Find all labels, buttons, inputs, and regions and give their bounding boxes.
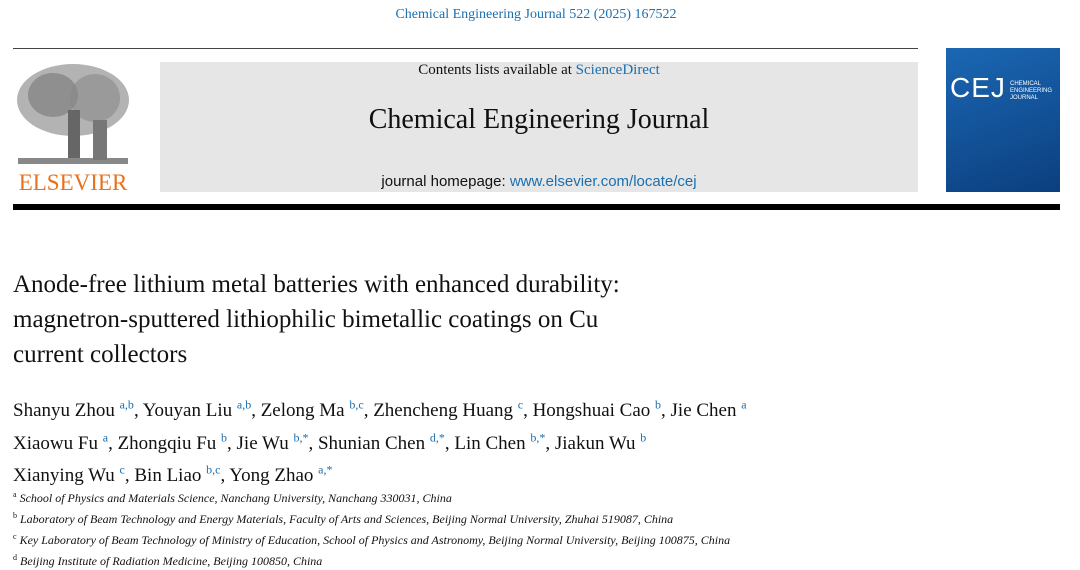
article-title: Anode-free lithium metal batteries with … [13,267,620,372]
author-name[interactable]: Bin Liao [134,464,202,486]
author: Jie Chen a [670,398,747,422]
affiliation-mark: d [13,553,17,562]
author-affiliation-mark[interactable]: b [655,398,662,412]
author-name[interactable]: Zhongqiu Fu [117,432,217,454]
author: Lin Chen b,* [454,430,550,454]
author-name[interactable]: Zelong Ma [260,400,345,422]
author-name[interactable]: Jiakun Wu [554,432,636,454]
author: Yong Zhao a,* [229,462,333,486]
header-bar [13,204,1060,210]
author-affiliation-mark[interactable]: a,* [318,462,333,477]
author-affiliation-mark[interactable]: a,b [119,398,134,412]
author-name[interactable]: Shunian Chen [317,432,426,454]
author: Xiaowu Fu a [13,430,113,454]
author-name[interactable]: Yong Zhao [229,464,314,486]
author-affiliation-mark[interactable]: a [741,398,747,412]
author-name[interactable]: Xiaowu Fu [13,432,98,454]
author-name[interactable]: Jie Chen [670,400,737,422]
publisher-name: ELSEVIER [18,170,128,195]
affiliation: b Laboratory of Beam Technology and Ener… [13,507,730,528]
author: Zhencheng Huang c [373,398,528,422]
journal-cover[interactable]: CEJ CHEMICAL ENGINEERING JOURNAL [946,48,1060,192]
title-line: Anode-free lithium metal batteries with … [13,271,620,298]
author-affiliation-mark[interactable]: c [119,462,125,477]
author-name[interactable]: Xianying Wu [13,464,115,486]
publisher-logo-tree [17,64,129,164]
author-name[interactable]: Youyan Liu [142,400,233,422]
affiliation-text: Beijing Institute of Radiation Medicine,… [20,554,323,568]
author: Jiakun Wu b [554,430,647,454]
author-name[interactable]: Zhencheng Huang [373,400,513,422]
affiliation: c Key Laboratory of Beam Technology of M… [13,528,730,549]
author-list: Shanyu Zhou a,b Youyan Liu a,b Zelong Ma… [13,392,747,489]
affiliation-mark: c [13,532,17,541]
affiliations: a School of Physics and Materials Scienc… [13,486,730,570]
title-line: current collectors [13,341,188,368]
author-line: Xiaowu Fu a Zhongqiu Fu b Jie Wu b,* Shu… [13,424,747,456]
author-line: Shanyu Zhou a,b Youyan Liu a,b Zelong Ma… [13,392,747,424]
author-affiliation-mark[interactable]: d,* [429,430,445,445]
journal-banner: Contents lists available at ScienceDirec… [160,62,918,192]
title-line: magnetron-sputtered lithiophilic bimetal… [13,306,599,333]
author-name[interactable]: Shanyu Zhou [13,400,115,422]
affiliation-text: School of Physics and Materials Science,… [19,491,452,505]
citation[interactable]: Chemical Engineering Journal 522 (2025) … [395,7,677,22]
homepage-line: journal homepage: www.elsevier.com/locat… [160,173,918,190]
author: Shunian Chen d,* [317,430,450,454]
author: Xianying Wu c [13,462,130,486]
cover-abbrev: CEJ [950,72,1006,103]
author-name[interactable]: Lin Chen [454,432,526,454]
author-name[interactable]: Jie Wu [236,432,289,454]
author-affiliation-mark[interactable]: c [517,398,524,412]
author: Jie Wu b,* [236,430,314,454]
author-name[interactable]: Hongshuai Cao [532,400,651,422]
author-affiliation-mark[interactable]: b,* [530,430,546,445]
affiliation-text: Laboratory of Beam Technology and Energy… [20,512,674,526]
contents-prefix: Contents lists available at [418,62,572,78]
homepage-prefix: journal homepage: [381,173,506,190]
author: Zhongqiu Fu b [117,430,232,454]
homepage-link[interactable]: www.elsevier.com/locate/cej [509,173,697,190]
author-affiliation-mark[interactable]: b,c [206,462,221,477]
affiliation-mark: b [13,511,17,520]
author: Zelong Ma b,c [260,398,369,422]
author-affiliation-mark[interactable]: a [102,430,109,445]
author: Shanyu Zhou a,b [13,398,139,422]
affiliation-mark: a [13,490,17,499]
affiliation: a School of Physics and Materials Scienc… [13,486,730,507]
author-affiliation-mark[interactable]: b [221,430,228,445]
author-affiliation-mark[interactable]: b [640,430,647,445]
cover-title: CHEMICAL ENGINEERING JOURNAL [1010,81,1053,101]
sciencedirect-link[interactable]: ScienceDirect [575,62,660,78]
author-affiliation-mark[interactable]: b,c [349,398,364,412]
author: Bin Liao b,c [134,462,225,486]
author-line: Xianying Wu c Bin Liao b,c Yong Zhao a,* [13,457,747,489]
author: Hongshuai Cao b [532,398,666,422]
author: Youyan Liu a,b [142,398,256,422]
affiliation-text: Key Laboratory of Beam Technology of Min… [19,533,731,547]
top-rule [13,48,918,49]
contents-line: Contents lists available at ScienceDirec… [160,62,918,79]
journal-name: Chemical Engineering Journal [368,104,710,135]
affiliation: d Beijing Institute of Radiation Medicin… [13,549,730,570]
author-affiliation-mark[interactable]: b,* [293,430,309,445]
author-affiliation-mark[interactable]: a,b [236,398,252,412]
